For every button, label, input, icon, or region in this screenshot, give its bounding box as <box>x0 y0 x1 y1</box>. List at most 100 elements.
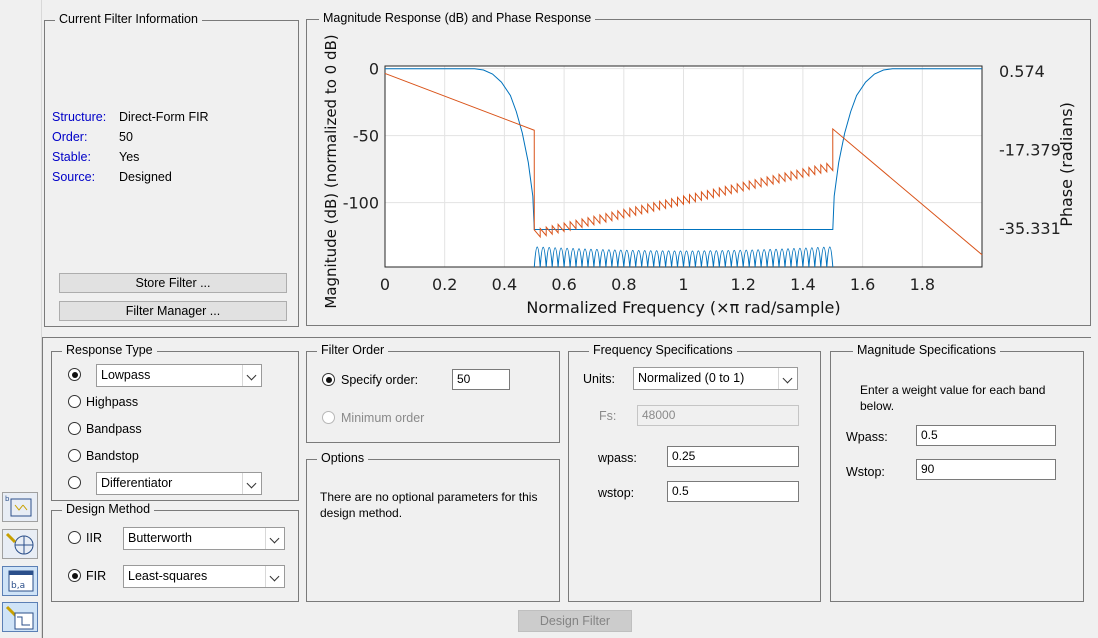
order-input[interactable]: 50 <box>452 369 510 390</box>
current-filter-title: Current Filter Information <box>55 12 202 26</box>
y-right-tick-label: -35.331 <box>999 219 1061 238</box>
response-type-panel: Response Type Lowpass Highpass Bandpass … <box>51 343 299 501</box>
order-value: 50 <box>119 130 133 144</box>
design-method-title: Design Method <box>62 502 155 516</box>
iir-method-select[interactable]: Butterworth <box>123 527 285 550</box>
specify-order-radio[interactable] <box>322 373 335 386</box>
x-tick-label: 0.8 <box>611 275 636 294</box>
y-right-tick-label: 0.574 <box>999 62 1045 81</box>
chevron-down-icon <box>265 566 284 587</box>
design-panel <box>42 337 1091 638</box>
fs-label: Fs: <box>599 409 617 423</box>
mag-wpass-input[interactable]: 0.5 <box>916 425 1056 446</box>
bandpass-radio[interactable] <box>68 422 81 435</box>
design-method-panel: Design Method IIR Butterworth FIR Least-… <box>51 502 299 602</box>
import-filter-icon[interactable]: b,a <box>2 566 38 596</box>
mag-wpass-label: Wpass: <box>846 430 888 444</box>
x-tick-label: 1.2 <box>730 275 755 294</box>
x-axis-label: Normalized Frequency (×π rad/sample) <box>526 298 840 317</box>
filter-order-panel: Filter Order Specify order: 50 Minimum o… <box>306 343 560 443</box>
differentiator-radio[interactable] <box>68 476 81 489</box>
chevron-down-icon <box>242 365 261 386</box>
units-select-value: Normalized (0 to 1) <box>638 371 745 385</box>
left-toolbar: b b,a <box>0 0 42 638</box>
phase-line <box>384 72 983 256</box>
design-filter-icon[interactable] <box>2 602 38 632</box>
svg-text:b,a: b,a <box>11 581 25 591</box>
magnitude-specs-panel: Magnitude Specifications Enter a weight … <box>830 343 1084 602</box>
magnitude-specs-title: Magnitude Specifications <box>853 343 1000 357</box>
specify-order-label[interactable]: Specify order: <box>341 373 419 387</box>
stable-label: Stable: <box>52 150 91 164</box>
x-tick-label: 1.6 <box>850 275 875 294</box>
design-filter-button[interactable]: Design Filter <box>518 610 632 632</box>
plot-title: Magnitude Response (dB) and Phase Respon… <box>319 11 596 25</box>
y-left-axis-label: Magnitude (dB) (normalized to 0 dB) <box>322 34 340 308</box>
bandstop-label[interactable]: Bandstop <box>86 449 139 463</box>
bandstop-radio[interactable] <box>68 449 81 462</box>
store-filter-button[interactable]: Store Filter ... <box>59 273 287 293</box>
x-tick-label: 0.6 <box>551 275 576 294</box>
response-type-select-value: Lowpass <box>101 368 151 382</box>
bandpass-label[interactable]: Bandpass <box>86 422 142 436</box>
response-type-title: Response Type <box>62 343 157 357</box>
y-left-tick-label: 0 <box>369 60 379 79</box>
current-filter-panel: Current Filter Information Structure: Di… <box>44 12 299 327</box>
x-tick-label: 1.4 <box>790 275 815 294</box>
source-value: Designed <box>119 170 172 184</box>
mag-wstop-label: Wstop: <box>846 465 885 479</box>
iir-label[interactable]: IIR <box>86 531 102 545</box>
minimum-order-radio[interactable] <box>322 411 335 424</box>
options-panel: Options There are no optional parameters… <box>306 451 560 602</box>
x-tick-label: 0.4 <box>492 275 517 294</box>
filter-order-title: Filter Order <box>317 343 389 357</box>
wstop-label: wstop: <box>598 486 635 500</box>
mag-wstop-input[interactable]: 90 <box>916 459 1056 480</box>
frequency-specs-panel: Frequency Specifications Units: Normaliz… <box>568 343 821 602</box>
options-title: Options <box>317 451 369 465</box>
highpass-label[interactable]: Highpass <box>86 395 139 409</box>
x-tick-label: 1 <box>678 275 688 294</box>
source-label: Source: <box>52 170 96 184</box>
magnitude-specs-text: Enter a weight value for each band below… <box>860 383 1046 413</box>
x-tick-label: 0 <box>380 275 390 294</box>
chevron-down-icon <box>265 528 284 549</box>
y-left-tick-label: -100 <box>343 194 379 213</box>
y-right-axis-label: Phase (radians) <box>1057 102 1076 227</box>
units-select[interactable]: Normalized (0 to 1) <box>633 367 798 390</box>
highpass-radio[interactable] <box>68 395 81 408</box>
fir-method-select[interactable]: Least-squares <box>123 565 285 588</box>
lowpass-radio[interactable] <box>68 368 81 381</box>
filter-manager-button[interactable]: Filter Manager ... <box>59 301 287 321</box>
svg-text:b: b <box>5 495 10 503</box>
magnitude-phase-plot[interactable]: 0 0.2 0.4 0.6 0.8 1 1.2 1.4 1.6 1.8 0 -50 -100 0.574 -… <box>306 19 1091 326</box>
response-type-select[interactable]: Lowpass <box>96 364 262 387</box>
transform-filter-icon[interactable] <box>2 529 38 559</box>
units-label: Units: <box>583 372 615 386</box>
y-left-tick-label: -50 <box>353 127 379 146</box>
differentiator-select-value: Differentiator <box>101 476 173 490</box>
differentiator-select[interactable]: Differentiator <box>96 472 262 495</box>
stable-value: Yes <box>119 150 140 164</box>
chevron-down-icon <box>242 473 261 494</box>
options-text: There are no optional parameters for thi… <box>320 490 538 520</box>
fir-radio[interactable] <box>68 569 81 582</box>
iir-method-value: Butterworth <box>128 531 192 545</box>
fir-method-value: Least-squares <box>128 569 208 583</box>
frequency-specs-title: Frequency Specifications <box>589 343 737 357</box>
chevron-down-icon <box>778 368 797 389</box>
iir-radio[interactable] <box>68 531 81 544</box>
x-tick-label: 1.8 <box>910 275 935 294</box>
plot-panel: Magnitude Response (dB) and Phase Respon… <box>306 11 1091 326</box>
structure-label: Structure: <box>52 110 107 124</box>
x-tick-label: 0.2 <box>432 275 457 294</box>
stopband-ripple <box>533 246 834 268</box>
wpass-input[interactable]: 0.25 <box>667 446 799 467</box>
fir-label[interactable]: FIR <box>86 569 107 583</box>
magnitude-line <box>385 68 982 230</box>
structure-value: Direct-Form FIR <box>119 110 209 124</box>
wstop-input[interactable]: 0.5 <box>667 481 799 502</box>
minimum-order-label[interactable]: Minimum order <box>341 411 425 425</box>
pole-zero-editor-icon[interactable]: b <box>2 492 38 522</box>
fs-input[interactable]: 48000 <box>637 405 799 426</box>
